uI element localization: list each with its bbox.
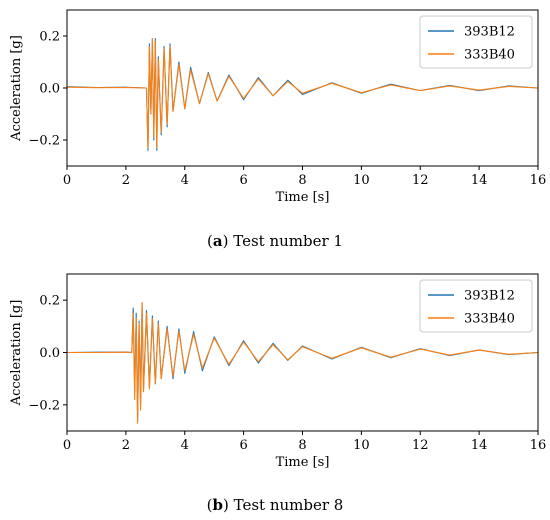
legend-label-2: 333B40: [464, 312, 515, 327]
x-axis-label: Time [s]: [276, 190, 330, 205]
caption-b-letter: b: [212, 496, 224, 514]
x-tick-label: 0: [63, 173, 71, 188]
x-tick-label: 6: [239, 438, 247, 453]
x-axis-label: Time [s]: [276, 455, 330, 470]
legend: 393B12 333B40: [419, 15, 533, 69]
caption-b: (b) Test number 8: [206, 496, 344, 514]
x-tick-label: 14: [471, 438, 488, 453]
legend: 393B12 333B40: [419, 279, 533, 333]
x-tick-label: 8: [298, 173, 306, 188]
x-tick-label: 4: [181, 173, 189, 188]
y-tick-label: 0.2: [39, 294, 60, 309]
y-tick-label: −0.2: [28, 398, 60, 413]
x-tick-label: 12: [412, 438, 429, 453]
x-tick-label: 12: [412, 173, 429, 188]
caption-a-letter: a: [212, 232, 223, 250]
x-tick-label: 10: [353, 173, 370, 188]
x-tick-label: 8: [298, 438, 306, 453]
x-tick-label: 16: [530, 438, 547, 453]
y-tick-label: 0.0: [39, 346, 60, 361]
x-tick-label: 6: [239, 173, 247, 188]
x-tick-label: 4: [181, 438, 189, 453]
chart-panel-1: 0 2 4 6 8 10 12 14 16 −0.2 0.0 0.2 Time [s] Accelerat…: [9, 9, 547, 205]
series-line-2: [66, 38, 539, 149]
x-tick-label: 2: [122, 173, 130, 188]
y-tick-label: −0.2: [28, 134, 60, 149]
legend-label-1: 393B12: [464, 25, 515, 40]
y-axis-label: Acceleration [g]: [9, 300, 24, 407]
x-tick-label: 16: [530, 173, 547, 188]
caption-a-text: Test number 1: [233, 232, 343, 250]
series-line-2: [67, 302, 539, 424]
caption-a: (a) Test number 1: [207, 232, 343, 250]
y-tick-label: 0.0: [39, 82, 60, 97]
y-axis-label: Acceleration [g]: [9, 35, 24, 142]
legend-box: [419, 15, 533, 69]
legend-label-2: 333B40: [464, 48, 515, 63]
legend-label-1: 393B12: [464, 289, 515, 304]
x-tick-label: 2: [122, 438, 130, 453]
legend-box: [419, 279, 533, 333]
y-tick-label: 0.2: [39, 30, 60, 45]
x-tick-label: 10: [353, 438, 370, 453]
caption-b-text: Test number 8: [233, 496, 344, 514]
x-tick-label: 0: [63, 438, 71, 453]
x-tick-label: 14: [471, 173, 488, 188]
chart-panel-2: 0 2 4 6 8 10 12 14 16 −0.2 0.0 0.2 Time [s] Accelerat…: [9, 273, 547, 470]
